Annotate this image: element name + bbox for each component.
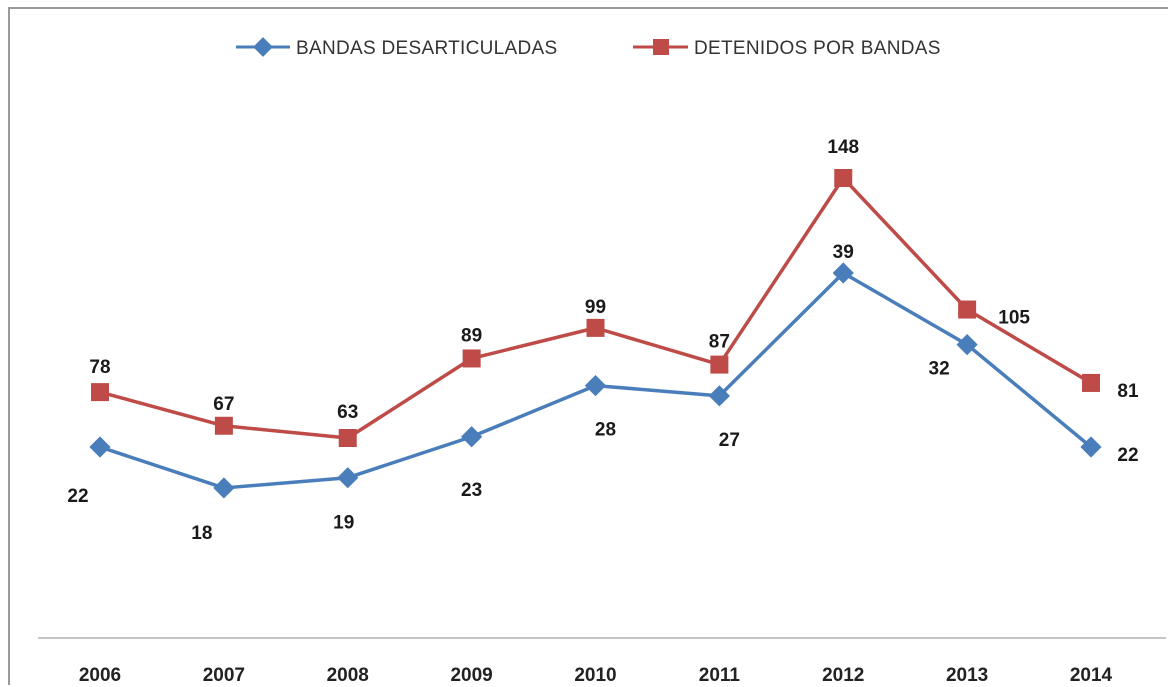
x-tick-label: 2011	[699, 665, 741, 686]
data-point	[710, 355, 729, 374]
data-point	[708, 385, 730, 407]
data-point	[213, 477, 235, 499]
data-label: 22	[67, 486, 88, 507]
data-point	[956, 334, 978, 356]
data-point	[338, 429, 357, 447]
data-label: 87	[709, 332, 730, 353]
data-point	[584, 374, 607, 397]
legend-label-series-2: DETENIDOS POR BANDAS	[694, 38, 941, 59]
x-tick-label: 2007	[203, 665, 245, 686]
legend-entry-series-1: BANDAS DESARTICULADAS	[236, 37, 557, 59]
data-point	[214, 416, 233, 435]
data-point	[586, 318, 605, 337]
data-label: 99	[585, 297, 606, 318]
series-layer	[89, 169, 1102, 499]
data-label: 23	[461, 480, 482, 501]
data-point	[337, 467, 359, 489]
data-label: 39	[833, 242, 854, 263]
legend: BANDAS DESARTICULADAS DETENIDOS POR BAND…	[236, 37, 941, 59]
data-point	[91, 383, 109, 402]
data-label: 22	[1117, 445, 1138, 466]
data-label: 105	[998, 308, 1030, 329]
data-point	[958, 300, 977, 319]
data-label: 27	[719, 430, 740, 451]
x-tick-label: 2010	[574, 665, 616, 686]
x-axis-tick-labels: 2006 2007 2008 2009 2010 2011 2012 2013 2014	[79, 665, 1113, 686]
data-label: 28	[595, 420, 616, 441]
x-tick-label: 2013	[946, 665, 988, 686]
data-label: 89	[461, 325, 482, 346]
series-2	[91, 169, 1100, 447]
data-point	[461, 426, 483, 448]
data-label: 148	[827, 137, 859, 158]
x-tick-label: 2008	[327, 665, 369, 686]
data-label: 19	[333, 513, 354, 534]
data-label: 18	[191, 523, 212, 544]
data-point	[462, 349, 481, 368]
data-label: 63	[337, 402, 358, 423]
data-label: 78	[89, 357, 110, 378]
data-point	[1082, 373, 1100, 392]
data-point	[834, 169, 853, 187]
data-labels: 22 18 19 23 28 27 39 32 22 78 67 63 89 99 87 148 105 81	[67, 137, 1139, 544]
x-tick-label: 2009	[450, 665, 492, 686]
x-tick-label: 2006	[79, 665, 121, 686]
data-label: 81	[1117, 381, 1139, 402]
legend-entry-series-2: DETENIDOS POR BANDAS	[633, 38, 941, 59]
chart-frame	[8, 7, 1168, 685]
data-label: 32	[929, 359, 950, 380]
x-tick-label: 2012	[822, 665, 864, 686]
data-point	[89, 436, 111, 458]
legend-label-series-1: BANDAS DESARTICULADAS	[296, 38, 557, 59]
data-point	[832, 262, 854, 284]
data-label: 67	[213, 394, 234, 415]
x-tick-label: 2014	[1070, 665, 1113, 686]
